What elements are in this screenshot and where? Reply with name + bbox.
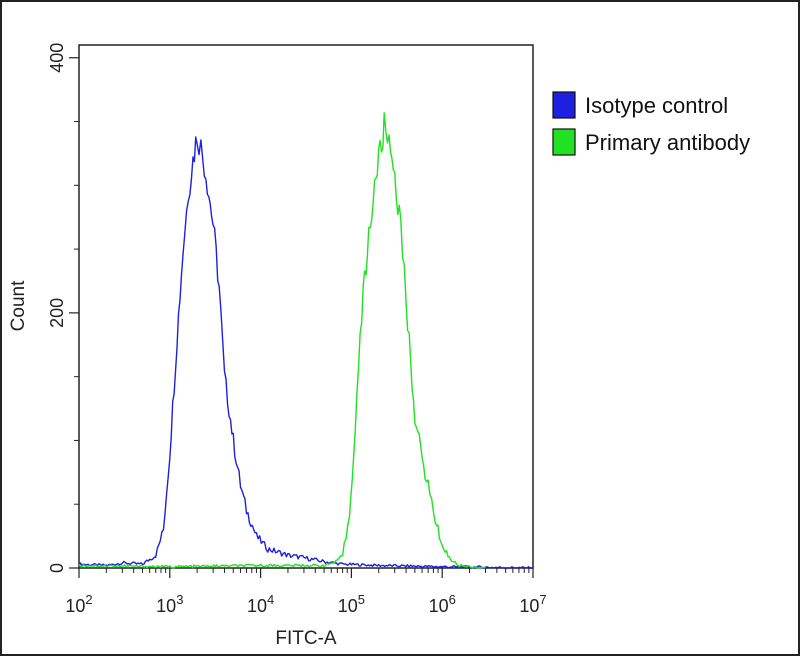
legend-swatch <box>552 128 576 156</box>
series-line-1 <box>78 136 533 569</box>
y-axis: 0 200 400 <box>47 43 79 573</box>
y-tick-label: 200 <box>47 298 67 328</box>
x-tick-label: 105 <box>338 592 365 616</box>
legend-label: Isotype control <box>585 93 728 118</box>
legend-swatch <box>552 91 576 119</box>
y-tick-label: 400 <box>47 43 67 73</box>
x-tick-label: 107 <box>519 592 546 616</box>
y-tick-label: 0 <box>47 563 67 573</box>
x-tick-label: 104 <box>247 592 274 616</box>
series-layer <box>78 112 533 569</box>
y-axis-title: Count <box>8 280 29 331</box>
x-tick-label: 102 <box>65 592 92 616</box>
x-tick-label: 106 <box>429 592 456 616</box>
legend: Isotype control Primary antibody <box>552 91 750 156</box>
series-line-2 <box>78 112 486 569</box>
x-tick-label: 103 <box>156 592 183 616</box>
legend-label: Primary antibody <box>585 130 750 155</box>
x-axis-title: FITC-A <box>275 628 337 649</box>
plot-area <box>78 44 534 569</box>
x-axis: 102 103 104 105 106 107 <box>65 568 547 616</box>
